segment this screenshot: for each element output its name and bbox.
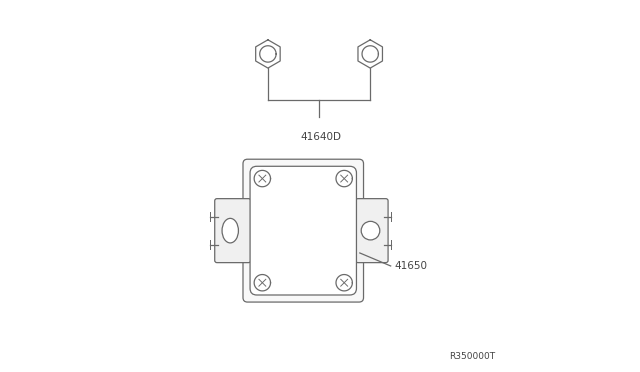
FancyBboxPatch shape <box>243 159 364 302</box>
Text: R350000T: R350000T <box>449 352 495 361</box>
Ellipse shape <box>222 218 239 243</box>
Text: 41640D: 41640D <box>300 132 341 142</box>
FancyBboxPatch shape <box>215 199 251 263</box>
FancyBboxPatch shape <box>250 166 356 295</box>
Ellipse shape <box>361 221 380 240</box>
FancyBboxPatch shape <box>356 199 388 263</box>
Text: 41650: 41650 <box>394 261 428 271</box>
